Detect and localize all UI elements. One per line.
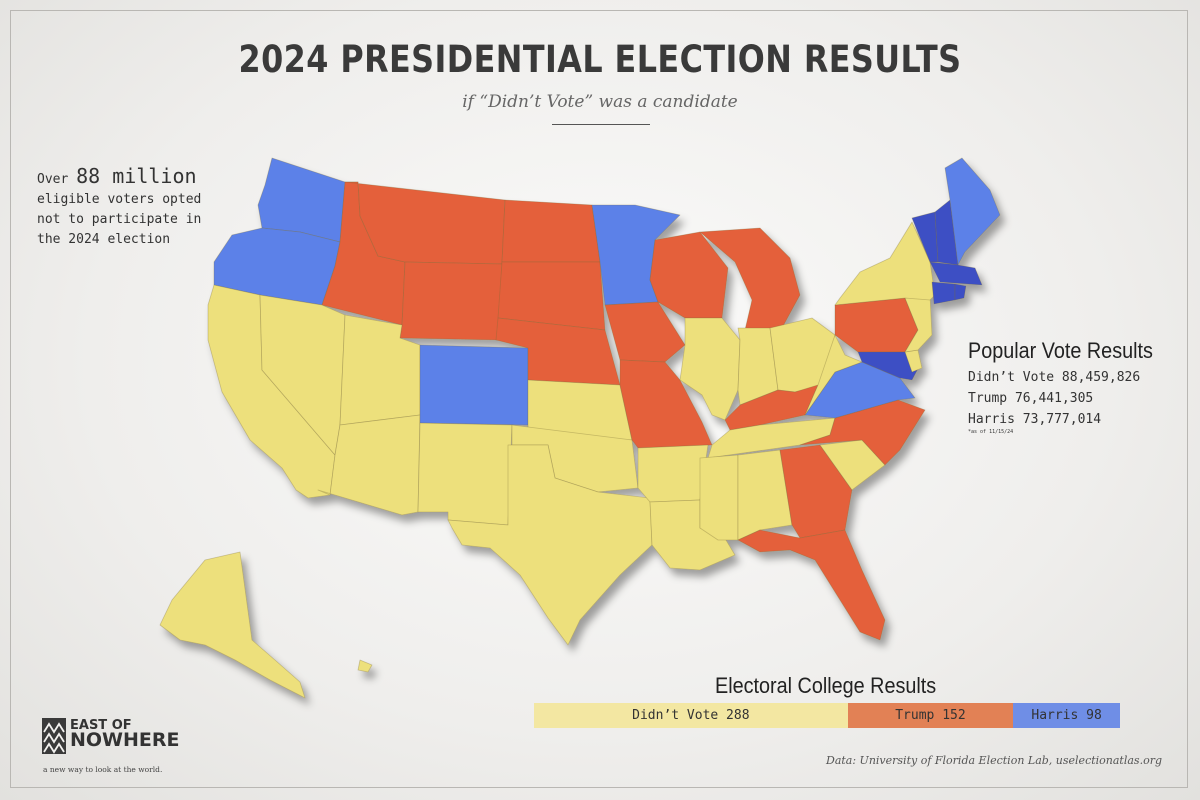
popular-vote-label: Didn’t Vote [968, 370, 1055, 385]
state-TX [447, 444, 653, 646]
popular-vote-row-harris: Harris 73,777,014 [968, 412, 1183, 427]
electoral-college-bar: Didn’t Vote 288 Trump 152 Harris 98 [534, 703, 1120, 728]
popular-vote-label: Trump [968, 391, 1008, 406]
state-MS [699, 454, 739, 541]
popular-vote-value: 73,777,014 [1022, 412, 1102, 427]
poster-frame [10, 10, 1188, 788]
ec-segment-harris: Harris 98 [1013, 703, 1120, 728]
callout-line-3: not to participate in [37, 212, 202, 227]
state-FL [737, 529, 886, 641]
callout-highlight: 88 million [76, 164, 197, 188]
popular-vote-label: Harris [968, 412, 1015, 427]
popular-vote-row-didnt-vote: Didn’t Vote 88,459,826 [968, 370, 1183, 385]
popular-vote-note: *as of 11/15/24 [968, 429, 1014, 435]
callout-line-4: the 2024 election [37, 232, 171, 247]
state-ME [944, 157, 1001, 266]
state-AL [737, 449, 793, 541]
popular-vote-title: Popular Vote Results [968, 338, 1153, 363]
state-HI [357, 659, 373, 673]
popular-vote-value: 88,459,826 [1061, 370, 1141, 385]
state-AR [637, 444, 709, 503]
state-AK [159, 551, 306, 699]
state-NY [834, 221, 936, 306]
state-NM [417, 422, 513, 526]
callout-line-2: eligible voters opted [37, 192, 202, 207]
page-subtitle: if “Didn’t Vote” was a candidate [462, 92, 738, 112]
brand-tagline: a new way to look at the world. [43, 765, 163, 774]
state-CT [931, 281, 956, 305]
state-ND [501, 199, 601, 263]
brand-name: EAST OF NOWHERE [70, 718, 180, 751]
callout-prefix: Over [37, 172, 77, 187]
brand-line-1: EAST OF [70, 718, 132, 733]
nonvoter-callout: Over 88 million eligible voters opted no… [37, 166, 227, 250]
ec-segment-trump: Trump 152 [847, 703, 1014, 728]
state-PA [834, 297, 919, 353]
data-source-credit: Data: University of Florida Election Lab… [826, 754, 1162, 767]
state-RI [954, 283, 967, 301]
state-MA [929, 261, 983, 286]
brand-line-2: NOWHERE [70, 729, 180, 751]
mountain-logo-icon [42, 718, 66, 754]
popular-vote-value: 76,441,305 [1014, 391, 1094, 406]
state-CO [419, 344, 529, 426]
state-IL [679, 317, 741, 421]
state-WY [399, 261, 503, 341]
page-title: 2024 PRESIDENTIAL ELECTION RESULTS [238, 38, 962, 81]
popular-vote-row-trump: Trump 76,441,305 [968, 391, 1183, 406]
ec-segment-didnt-vote: Didn’t Vote 288 [534, 703, 848, 728]
title-divider [552, 124, 650, 125]
electoral-college-title: Electoral College Results [715, 673, 937, 698]
popular-vote-panel: Popular Vote Results Didn’t Vote 88,459,… [968, 338, 1183, 435]
state-NC [799, 399, 926, 466]
state-IA [604, 301, 686, 363]
